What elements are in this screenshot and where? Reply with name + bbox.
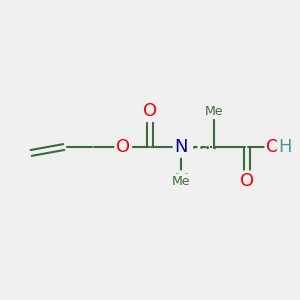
Text: H: H xyxy=(278,138,292,156)
Text: M: M xyxy=(173,172,189,190)
Text: Me: Me xyxy=(172,175,190,188)
Text: O: O xyxy=(143,102,157,120)
Text: O: O xyxy=(116,138,130,156)
Text: O: O xyxy=(239,172,254,190)
Text: N: N xyxy=(175,138,188,156)
Text: Me: Me xyxy=(205,105,223,118)
Text: O: O xyxy=(266,138,280,156)
